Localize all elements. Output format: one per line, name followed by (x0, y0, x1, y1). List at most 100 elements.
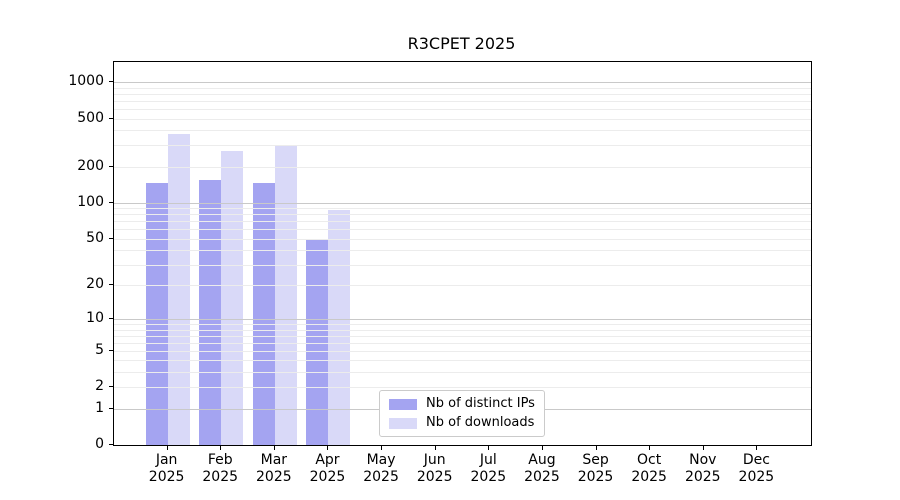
gridline (114, 208, 811, 210)
x-tick-label: Mar 2025 (242, 452, 306, 486)
x-tick-label: Oct 2025 (617, 452, 681, 486)
bar-distinct-ips-jan (145, 182, 168, 445)
bar-downloads-mar (274, 146, 297, 445)
x-tick-mark (220, 446, 222, 450)
x-tick-mark (595, 446, 597, 450)
gridline (114, 342, 811, 344)
y-tick-mark (109, 349, 113, 351)
x-tick-month: Oct (637, 452, 662, 468)
gridline (114, 387, 811, 389)
x-tick-month: Aug (528, 452, 556, 468)
x-tick-mark (166, 446, 168, 450)
y-tick-label: 1000 (68, 73, 104, 90)
bar-distinct-ips-apr (306, 239, 329, 445)
bar-downloads-feb (221, 150, 244, 445)
x-tick-label: Dec 2025 (724, 452, 788, 486)
x-tick-label: Apr 2025 (295, 452, 359, 486)
x-tick-mark (273, 446, 275, 450)
chart-title: R3CPET 2025 (407, 34, 516, 53)
y-tick-mark (109, 237, 113, 239)
gridline (114, 238, 811, 240)
gridline (114, 87, 811, 89)
legend-swatch-distinct-ips (389, 398, 417, 410)
gridline (114, 109, 811, 110)
x-tick-month: Feb (207, 452, 233, 468)
x-tick-month: Dec (742, 452, 770, 468)
y-tick-mark (109, 165, 113, 167)
x-tick-year: 2025 (256, 469, 292, 485)
x-tick-label: Feb 2025 (188, 452, 252, 486)
gridline (114, 335, 811, 337)
x-tick-mark (488, 446, 490, 450)
y-tick-label: 50 (86, 229, 104, 246)
x-tick-mark (756, 446, 758, 450)
gridline (114, 324, 811, 326)
gridline (114, 214, 811, 216)
y-tick-label: 500 (77, 109, 104, 126)
y-tick-mark (109, 386, 113, 388)
bar-downloads-jan (167, 133, 190, 445)
x-tick-mark (541, 446, 543, 450)
y-tick-label: 10 (86, 310, 104, 327)
gridline (114, 372, 811, 374)
gridline (114, 285, 811, 287)
y-tick-label: 5 (95, 341, 104, 358)
x-tick-year: 2025 (309, 469, 346, 485)
gridline (114, 82, 811, 84)
y-tick-label: 20 (86, 276, 104, 293)
y-tick-mark (109, 318, 113, 320)
y-tick-label: 0 (95, 436, 104, 452)
x-tick-year: 2025 (148, 469, 185, 485)
x-tick-month: May (366, 452, 396, 468)
y-tick-label: 100 (77, 193, 104, 210)
gridline (114, 166, 811, 168)
x-tick-label: Nov 2025 (671, 452, 735, 486)
gridline (114, 329, 811, 331)
x-tick-year: 2025 (363, 469, 399, 485)
x-tick-mark (381, 446, 383, 450)
gridline (114, 145, 811, 147)
plot-area (113, 61, 812, 446)
x-tick-month: Sep (582, 452, 609, 468)
gridline (114, 202, 811, 204)
gridline (114, 221, 811, 223)
legend-item: Nb of distinct IPs (389, 396, 535, 412)
x-tick-mark (434, 446, 436, 450)
y-tick-label: 2 (95, 378, 104, 395)
x-tick-year: 2025 (577, 469, 614, 485)
x-tick-year: 2025 (416, 469, 453, 485)
x-tick-label: May 2025 (349, 452, 413, 486)
y-tick-mark (109, 407, 113, 409)
legend-item: Nb of downloads (389, 415, 535, 431)
x-tick-month: Apr (315, 452, 340, 468)
x-tick-month: Mar (260, 452, 288, 468)
bar-distinct-ips-feb (199, 180, 222, 445)
x-tick-year: 2025 (631, 469, 667, 485)
x-tick-year: 2025 (524, 469, 560, 485)
x-tick-month: Nov (689, 452, 717, 468)
x-tick-year: 2025 (470, 469, 507, 485)
x-tick-year: 2025 (684, 469, 721, 485)
y-tick-mark (109, 444, 113, 445)
bar-distinct-ips-mar (252, 183, 275, 445)
y-tick-label: 200 (77, 157, 104, 174)
y-tick-mark (109, 81, 113, 83)
gridline (114, 350, 811, 352)
gridline (114, 360, 811, 362)
x-tick-label: Jun 2025 (403, 452, 467, 486)
x-tick-mark (702, 446, 704, 450)
y-tick-mark (109, 117, 113, 119)
gridline (114, 229, 811, 231)
x-tick-month: Jan (155, 452, 178, 468)
x-tick-year: 2025 (738, 469, 775, 485)
gridline (114, 249, 811, 251)
bar-downloads-apr (328, 210, 351, 445)
x-tick-mark (649, 446, 651, 450)
x-tick-label: Aug 2025 (510, 452, 574, 486)
x-tick-year: 2025 (202, 469, 239, 485)
gridline (114, 100, 811, 102)
gridline (114, 264, 811, 266)
gridline (114, 130, 811, 132)
x-tick-month: Jul (479, 452, 497, 468)
gridline (114, 118, 811, 120)
